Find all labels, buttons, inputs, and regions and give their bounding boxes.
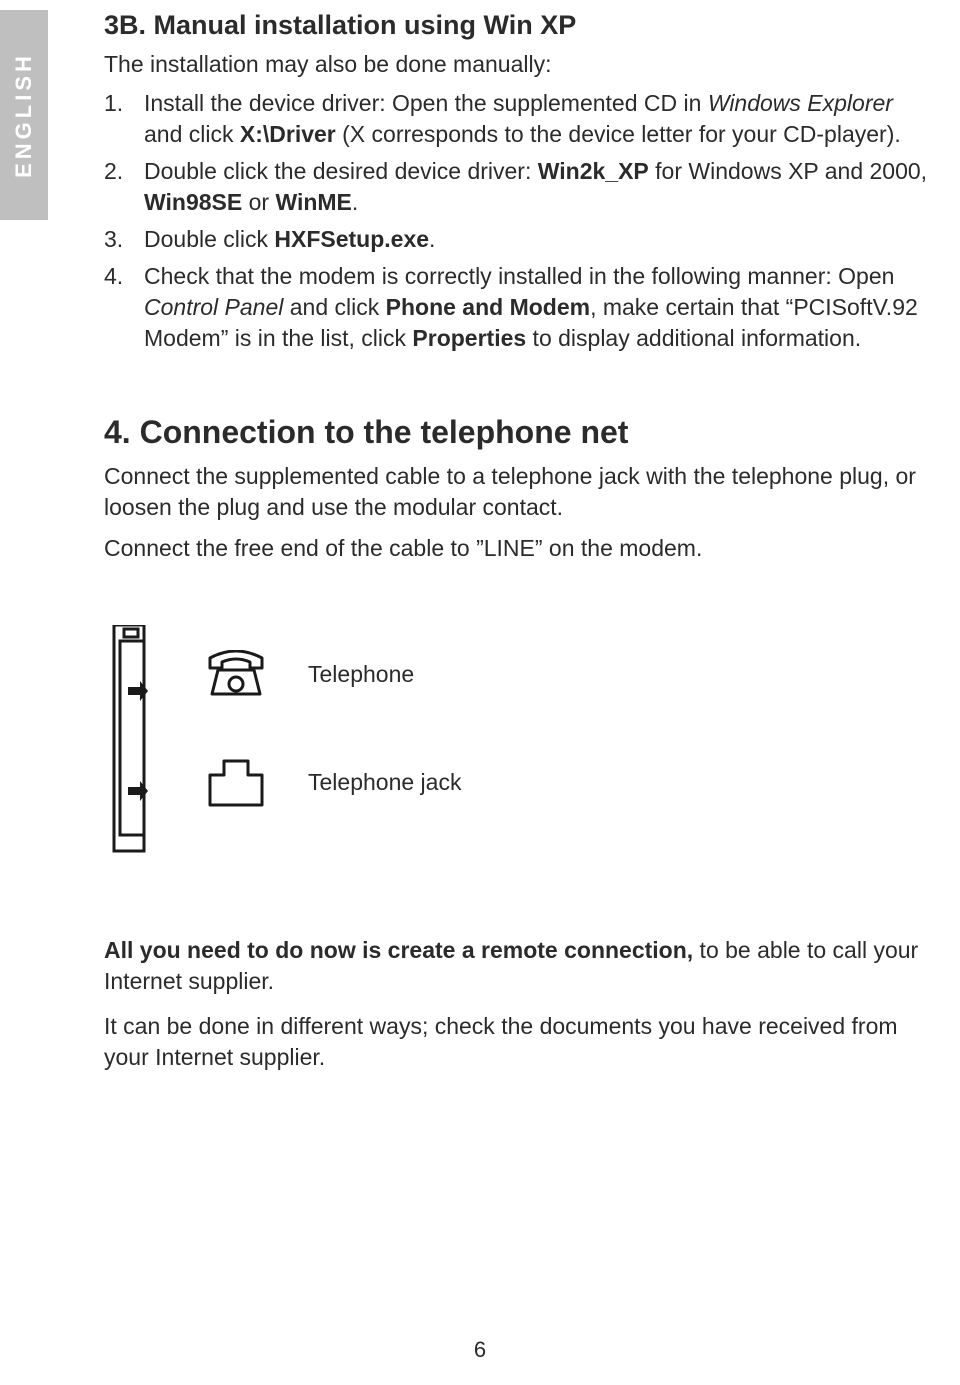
step-2-win98: Win98SE (144, 189, 242, 215)
telephone-icon (204, 650, 268, 700)
section-4-p2: Connect the free end of the cable to ”LI… (104, 533, 930, 564)
step-3-text-b: . (429, 226, 435, 252)
step-2-win2k: Win2k_XP (538, 158, 649, 184)
step-2-text-b: for Windows XP and 2000, (649, 158, 927, 184)
step-2-text-or: or (242, 189, 275, 215)
page-content: 3B. Manual installation using Win XP The… (104, 10, 930, 1087)
footer-p1-bold: All you need to do now is create a remot… (104, 937, 693, 963)
step-4-text-d: to display additional information. (526, 325, 861, 351)
step-3-text-a: Double click (144, 226, 274, 252)
telephone-jack-label: Telephone jack (308, 769, 461, 796)
step-2-text-a: Double click the desired device driver: (144, 158, 538, 184)
page-number: 6 (0, 1337, 960, 1363)
section-4-heading: 4. Connection to the telephone net (104, 414, 930, 451)
step-4: Check that the modem is correctly instal… (104, 261, 930, 354)
step-1-text-a: Install the device driver: Open the supp… (144, 90, 708, 116)
step-1-text-c: (X corresponds to the device letter for … (336, 121, 901, 147)
step-4-properties: Properties (412, 325, 526, 351)
footer-p2: It can be done in different ways; check … (104, 1011, 930, 1073)
connection-diagram: Telephone Telephone jack (104, 615, 930, 885)
telephone-jack-row: Telephone jack (204, 755, 461, 811)
step-4-control-panel: Control Panel (144, 294, 283, 320)
telephone-jack-icon (204, 755, 268, 811)
step-1: Install the device driver: Open the supp… (104, 88, 930, 150)
language-tab: ENGLISH (0, 10, 48, 220)
step-3-exe: HXFSetup.exe (274, 226, 429, 252)
step-2: Double click the desired device driver: … (104, 156, 930, 218)
footer-p1: All you need to do now is create a remot… (104, 935, 930, 997)
step-1-windows-explorer: Windows Explorer (708, 90, 893, 116)
step-4-phone-modem: Phone and Modem (386, 294, 590, 320)
telephone-row: Telephone (204, 650, 414, 700)
step-4-text-b: and click (283, 294, 385, 320)
section-4-p1: Connect the supplemented cable to a tele… (104, 461, 930, 523)
step-4-text-a: Check that the modem is correctly instal… (144, 263, 894, 289)
step-1-xdriver: X:\Driver (240, 121, 336, 147)
section-3b-heading: 3B. Manual installation using Win XP (104, 10, 930, 41)
step-3: Double click HXFSetup.exe. (104, 224, 930, 255)
language-tab-label: ENGLISH (11, 52, 37, 178)
telephone-label: Telephone (308, 661, 414, 688)
section-3b-intro: The installation may also be done manual… (104, 51, 930, 78)
modem-bracket-icon (104, 625, 154, 865)
install-steps-list: Install the device driver: Open the supp… (104, 88, 930, 354)
step-2-winme: WinME (275, 189, 351, 215)
step-2-text-c: . (352, 189, 358, 215)
step-1-text-b: and click (144, 121, 240, 147)
